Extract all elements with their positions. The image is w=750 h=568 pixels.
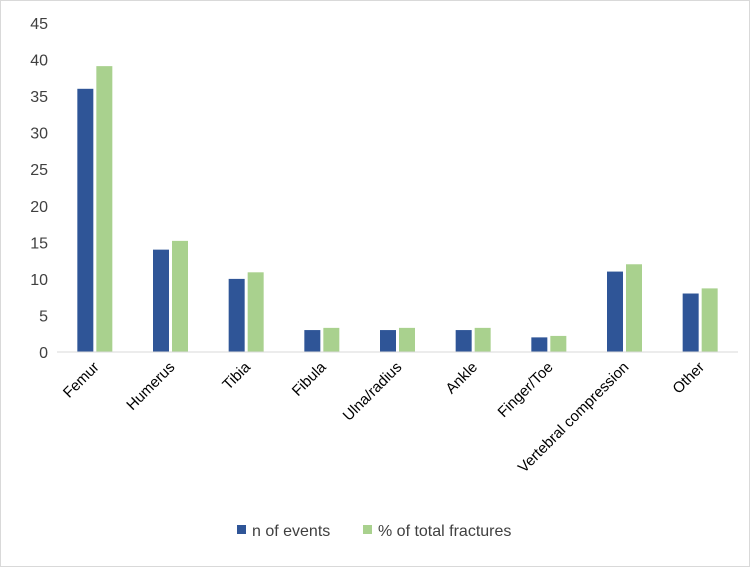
y-axis: 0 5 10 15 20 25 30 35 40 45: [30, 16, 48, 362]
bar-percent-ulna-radius: [399, 327, 415, 352]
bars: [77, 66, 718, 353]
bar-events-fibula: [304, 330, 321, 352]
x-tick-label: Finger/Toe: [495, 359, 557, 421]
x-tick-label: Humerus: [123, 359, 178, 414]
legend-label: % of total fractures: [378, 523, 511, 540]
bar-percent-vertebral-compression: [626, 264, 642, 352]
y-tick-label: 30: [30, 126, 48, 143]
bar-percent-fibula: [323, 327, 340, 352]
bar-percent-ankle: [474, 327, 491, 352]
legend-label: n of events: [252, 523, 330, 540]
y-tick-label: 40: [30, 53, 48, 70]
x-tick-label: Femur: [60, 359, 103, 402]
bar-percent-tibia: [247, 272, 264, 352]
y-tick-label: 10: [30, 272, 48, 289]
bar-events-tibia: [228, 278, 245, 352]
y-tick-label: 25: [30, 162, 48, 179]
legend-swatch: [363, 525, 372, 534]
bar-percent-other: [701, 288, 718, 352]
x-axis: Femur Humerus Tibia Fibula Ulna/radius Ankle F…: [60, 358, 708, 476]
legend-swatch: [237, 525, 246, 534]
legend: n of events % of total fractures: [237, 523, 511, 540]
y-tick-label: 20: [30, 199, 48, 216]
x-tick-label: Ankle: [442, 359, 481, 398]
bar-events-vertebral-compression: [607, 271, 623, 352]
x-tick-label: Other: [669, 359, 708, 398]
bar-percent-femur: [96, 66, 113, 352]
x-tick-label: Tibia: [219, 358, 254, 393]
y-tick-label: 35: [30, 89, 48, 106]
bar-events-ulna-radius: [380, 330, 396, 352]
bar-events-other: [682, 293, 699, 352]
bar-events-finger-toe: [531, 337, 548, 352]
bar-events-humerus: [153, 249, 169, 352]
y-tick-label: 45: [30, 16, 48, 33]
x-tick-label: Fibula: [289, 358, 330, 399]
y-tick-label: 0: [39, 345, 48, 362]
y-tick-label: 15: [30, 235, 48, 252]
bar-events-femur: [77, 88, 94, 353]
y-tick-label: 5: [39, 308, 48, 325]
bar-events-ankle: [455, 330, 472, 352]
bar-percent-finger-toe: [550, 335, 567, 352]
x-tick-label: Ulna/radius: [340, 359, 406, 425]
bar-percent-humerus: [172, 240, 188, 352]
